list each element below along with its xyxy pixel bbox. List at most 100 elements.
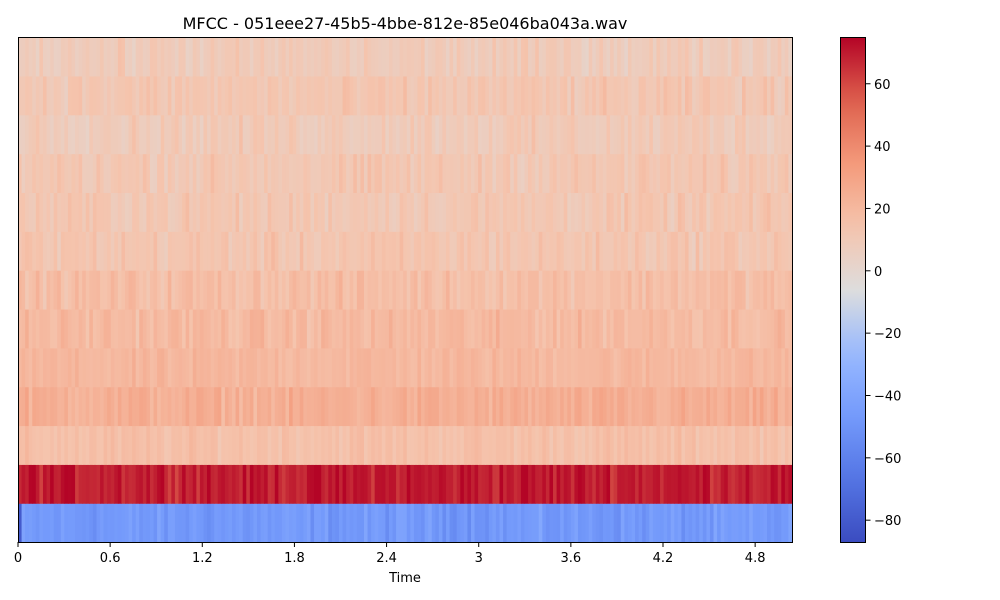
heatmap-cell bbox=[592, 75, 597, 116]
heatmap-cell bbox=[617, 192, 622, 232]
heatmap-cell bbox=[417, 114, 422, 155]
heatmap-cell bbox=[681, 347, 686, 388]
heatmap-cell bbox=[513, 386, 518, 427]
heatmap-cell bbox=[121, 270, 126, 310]
heatmap-cell bbox=[699, 153, 704, 193]
heatmap-cell bbox=[167, 464, 172, 504]
heatmap-cell bbox=[214, 192, 219, 232]
heatmap-cell bbox=[132, 37, 137, 77]
heatmap-cell bbox=[770, 270, 775, 310]
heatmap-cell bbox=[314, 464, 319, 504]
heatmap-cell bbox=[517, 231, 522, 271]
heatmap-cell bbox=[567, 503, 572, 543]
heatmap-cell bbox=[413, 308, 419, 349]
heatmap-cell bbox=[39, 464, 44, 504]
heatmap-cell bbox=[599, 425, 604, 465]
heatmap-cell bbox=[207, 75, 212, 116]
heatmap-cell bbox=[738, 386, 743, 427]
heatmap-cell bbox=[524, 308, 529, 349]
heatmap-cell bbox=[553, 37, 558, 77]
heatmap-cell bbox=[581, 386, 586, 427]
heatmap-cell bbox=[709, 464, 715, 504]
heatmap-cell bbox=[738, 75, 743, 116]
heatmap-cell bbox=[363, 386, 369, 427]
heatmap-cell bbox=[142, 114, 148, 155]
heatmap-cell bbox=[588, 270, 593, 310]
heatmap-cell bbox=[670, 192, 675, 232]
heatmap-cell bbox=[677, 503, 683, 543]
heatmap-cell bbox=[570, 270, 576, 310]
heatmap-cell bbox=[788, 270, 793, 310]
heatmap-cell bbox=[110, 503, 115, 543]
heatmap-cell bbox=[531, 270, 536, 310]
heatmap-cell bbox=[57, 114, 62, 155]
heatmap-cell bbox=[488, 75, 493, 116]
heatmap-cell bbox=[167, 231, 172, 271]
heatmap-cell bbox=[585, 37, 590, 77]
heatmap-cell bbox=[724, 308, 729, 349]
x-tick-label: 0 bbox=[14, 551, 22, 566]
heatmap-cell bbox=[535, 192, 540, 232]
heatmap-cell bbox=[221, 75, 226, 116]
heatmap-cell bbox=[385, 37, 390, 77]
x-tick-label: 1.8 bbox=[284, 551, 305, 566]
heatmap-cell bbox=[617, 464, 622, 504]
heatmap-cell bbox=[203, 347, 208, 388]
heatmap-cell bbox=[709, 37, 715, 77]
heatmap-cell bbox=[271, 37, 276, 77]
heatmap-cell bbox=[652, 503, 658, 543]
heatmap-cell bbox=[749, 231, 754, 271]
heatmap-cell bbox=[727, 192, 732, 232]
heatmap-cell bbox=[610, 37, 615, 77]
heatmap-cell bbox=[128, 75, 133, 116]
heatmap-cell bbox=[196, 270, 201, 310]
heatmap-cell bbox=[531, 114, 536, 155]
heatmap-cell bbox=[207, 114, 212, 155]
heatmap-cell bbox=[78, 75, 83, 116]
heatmap-cell bbox=[299, 464, 304, 504]
heatmap-cell bbox=[125, 75, 130, 116]
heatmap-cell bbox=[524, 386, 529, 427]
heatmap-cell bbox=[46, 192, 51, 232]
heatmap-cell bbox=[574, 503, 579, 543]
heatmap-cell bbox=[232, 347, 237, 388]
heatmap-cell bbox=[392, 75, 397, 116]
heatmap-cell bbox=[353, 503, 358, 543]
heatmap-cell bbox=[763, 114, 768, 155]
heatmap-cell bbox=[542, 114, 547, 155]
heatmap-cell bbox=[667, 192, 672, 232]
heatmap-cell bbox=[688, 37, 693, 77]
heatmap-cell bbox=[317, 347, 322, 388]
heatmap-cell bbox=[221, 192, 226, 232]
heatmap-cell bbox=[174, 347, 180, 388]
heatmap-cell bbox=[602, 192, 608, 232]
heatmap-cell bbox=[39, 231, 44, 271]
heatmap-cell bbox=[96, 192, 101, 232]
heatmap-cell bbox=[470, 386, 476, 427]
heatmap-cell bbox=[506, 503, 511, 543]
heatmap-cell bbox=[242, 464, 247, 504]
heatmap-cell bbox=[734, 231, 740, 271]
heatmap-cell bbox=[478, 75, 483, 116]
heatmap-cell bbox=[652, 270, 658, 310]
heatmap-cell bbox=[456, 192, 461, 232]
heatmap-cell bbox=[563, 425, 568, 465]
heatmap-cell bbox=[324, 75, 329, 116]
heatmap-cell bbox=[89, 75, 94, 116]
heatmap-cell bbox=[92, 37, 98, 77]
heatmap-cell bbox=[438, 308, 444, 349]
heatmap-cell bbox=[624, 231, 629, 271]
heatmap-cell bbox=[285, 308, 290, 349]
heatmap-cell bbox=[278, 425, 283, 465]
heatmap-cell bbox=[256, 114, 262, 155]
heatmap-cell bbox=[745, 503, 750, 543]
heatmap-cell bbox=[752, 270, 757, 310]
heatmap-cell bbox=[339, 347, 344, 388]
heatmap-cell bbox=[406, 270, 411, 310]
heatmap-cell bbox=[32, 503, 37, 543]
heatmap-cell bbox=[610, 503, 615, 543]
heatmap-cell bbox=[438, 153, 444, 193]
heatmap-cell bbox=[435, 464, 440, 504]
heatmap-cell bbox=[545, 464, 551, 504]
heatmap-cell bbox=[417, 37, 422, 77]
